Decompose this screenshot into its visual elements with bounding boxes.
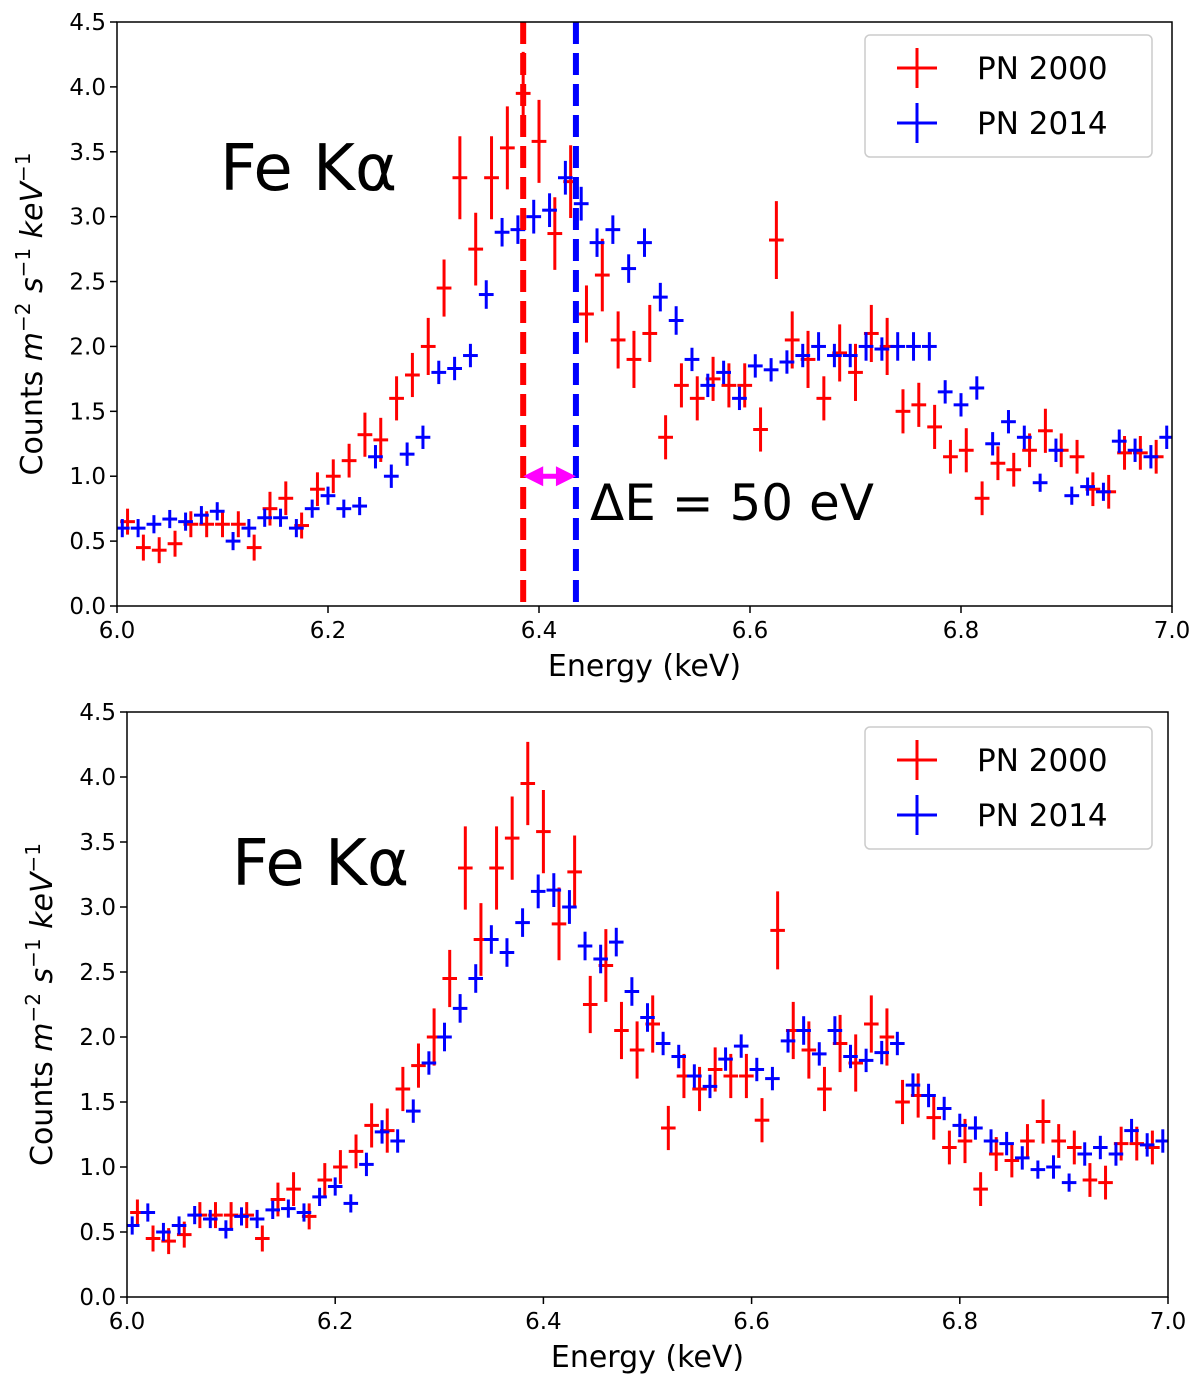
- y-tick-label: 2.0: [79, 1025, 116, 1051]
- arrow-head: [523, 466, 544, 487]
- x-tick-label: 6.6: [732, 618, 769, 644]
- y-tick-label: 1.5: [69, 399, 106, 425]
- y-tick-label: 1.5: [79, 1090, 116, 1116]
- y-tick-label: 0.5: [69, 529, 106, 555]
- x-tick-label: 6.0: [109, 1309, 146, 1335]
- series: [117, 160, 1172, 551]
- y-axis-label-part: −1: [21, 843, 45, 872]
- series: [127, 873, 1168, 1242]
- legend-box: [864, 34, 1153, 158]
- x-tick-label: 6.4: [525, 1309, 562, 1335]
- y-tick-label: 4.0: [79, 765, 116, 791]
- y-axis-label: Counts m−2 s−1 keV−1: [11, 152, 50, 475]
- arrow-head: [555, 466, 576, 487]
- y-axis-label-part: s: [15, 277, 50, 302]
- legend-label: PN 2000: [977, 51, 1108, 87]
- annotation: Fe Kα: [232, 827, 409, 901]
- y-tick-label: 2.5: [69, 270, 106, 296]
- y-axis-label-part: −1: [21, 938, 45, 967]
- x-tick-label: 6.0: [99, 618, 136, 644]
- y-tick-label: 4.5: [69, 10, 106, 36]
- x-tick-label: 6.6: [733, 1309, 770, 1335]
- plot-frame: [116, 21, 1173, 607]
- y-axis-label-part: m: [15, 332, 50, 361]
- y-axis-label-part: keV: [15, 180, 50, 248]
- x-tick-label: 6.8: [943, 618, 980, 644]
- annotation: ΔE = 50 eV: [590, 474, 874, 532]
- y-tick-label: 3.0: [69, 205, 106, 231]
- y-tick-label: 3.5: [79, 830, 116, 856]
- y-tick-label: 2.5: [79, 960, 116, 986]
- panel: 6.0 6.2 6.4 6.6 6.8 7.0 0.0 0.5 1.0 1.5 2.0 2.5 3.0 3…: [11, 10, 1190, 684]
- legend-label: PN 2000: [977, 743, 1108, 779]
- y-tick-label: 2.0: [69, 334, 106, 360]
- y-tick-label: 0.0: [69, 594, 106, 620]
- plot-area: [117, 22, 1172, 606]
- y-axis-label-part: keV: [25, 870, 60, 938]
- y-axis-label-part: s: [25, 968, 60, 993]
- y-tick-label: 4.5: [79, 700, 116, 726]
- y-axis-label: Counts m−2 s−1 keV−1: [21, 843, 60, 1166]
- plot-frame: [126, 711, 1169, 1298]
- x-tick-label: 6.4: [521, 618, 558, 644]
- y-axis-label-part: −1: [11, 152, 35, 181]
- y-tick-label: 0.0: [79, 1285, 116, 1311]
- x-tick-label: 6.2: [317, 1309, 354, 1335]
- y-tick-label: 4.0: [69, 75, 106, 101]
- x-tick-label: 6.8: [942, 1309, 979, 1335]
- annotation: Fe Kα: [220, 132, 397, 206]
- y-axis-label-part: −2: [21, 993, 45, 1022]
- y-axis-label-part: Counts: [15, 361, 50, 475]
- legend-box: [864, 726, 1153, 850]
- legend-label: PN 2014: [977, 798, 1108, 834]
- y-axis-label-part: −1: [11, 248, 35, 277]
- y-axis-label-part: m: [25, 1023, 60, 1052]
- plot-area: [127, 741, 1168, 1255]
- x-axis-label: Energy (keV): [551, 1340, 744, 1375]
- y-tick-label: 1.0: [79, 1155, 116, 1181]
- y-axis-label-part: Counts: [25, 1052, 60, 1166]
- x-axis-label: Energy (keV): [548, 649, 741, 684]
- y-tick-label: 0.5: [79, 1220, 116, 1246]
- y-tick-label: 1.0: [69, 464, 106, 490]
- y-tick-label: 3.0: [79, 895, 116, 921]
- legend-label: PN 2014: [977, 106, 1108, 142]
- y-axis-label-part: −2: [11, 303, 35, 332]
- y-tick-label: 3.5: [69, 140, 106, 166]
- x-tick-label: 7.0: [1150, 1309, 1187, 1335]
- x-tick-label: 7.0: [1154, 618, 1191, 644]
- panel: 6.0 6.2 6.4 6.6 6.8 7.0 0.0 0.5 1.0 1.5 2.0 2.5 3.0 3…: [21, 700, 1186, 1375]
- x-tick-label: 6.2: [310, 618, 347, 644]
